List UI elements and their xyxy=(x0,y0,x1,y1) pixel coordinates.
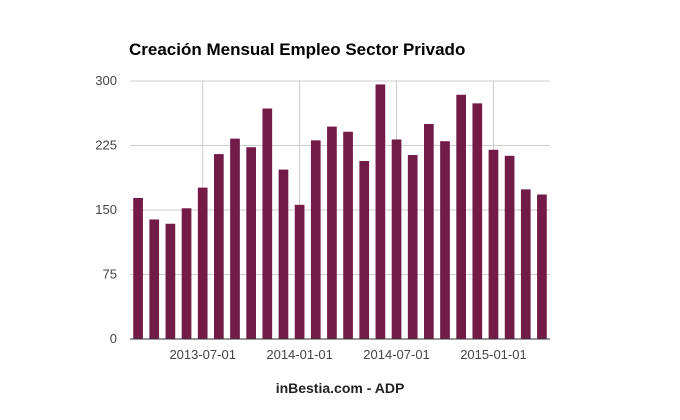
bar-2014-11 xyxy=(456,94,466,339)
bar-2015-02 xyxy=(504,155,515,339)
bar-2013-09 xyxy=(230,138,240,339)
bar-2014-08 xyxy=(407,154,418,339)
source-label: inBestia.com - ADP xyxy=(276,380,405,396)
bar-2013-10 xyxy=(246,147,256,339)
bar-2013-07 xyxy=(197,187,208,339)
bar-2014-09 xyxy=(424,124,434,339)
bars xyxy=(130,84,550,340)
chart-title: Creación Mensual Empleo Sector Privado xyxy=(129,40,465,59)
bar-2015-03 xyxy=(520,189,531,339)
bar-2013-03 xyxy=(133,197,143,339)
x-tick-label: 2014-01-01 xyxy=(266,347,333,362)
bar-2014-12 xyxy=(472,103,483,339)
bar-2014-05 xyxy=(359,160,370,339)
grid xyxy=(130,80,550,340)
bar-2015-04 xyxy=(537,194,547,339)
bar-2014-03 xyxy=(327,126,337,339)
y-tick-label: 300 xyxy=(95,73,117,88)
bar-2014-06 xyxy=(375,84,386,339)
x-tick-label: 2013-07-01 xyxy=(169,347,236,362)
y-tick-label: 0 xyxy=(110,331,117,346)
bar-2013-11 xyxy=(262,108,273,340)
bar-2013-05 xyxy=(165,223,176,339)
bar-2014-04 xyxy=(343,131,353,339)
bar-2014-07 xyxy=(391,139,402,339)
bar-2015-01 xyxy=(488,149,499,339)
y-tick-label: 75 xyxy=(103,267,117,282)
x-tick-label: 2014-07-01 xyxy=(363,347,430,362)
y-tick-label: 225 xyxy=(95,138,117,153)
y-tick-label: 150 xyxy=(95,202,117,217)
bar-2013-08 xyxy=(214,154,224,339)
x-axis: 2013-07-01 2014-01-01 2014-07-01 2015-01-01 xyxy=(169,347,526,362)
bar-2014-01 xyxy=(294,204,305,339)
bar-2014-02 xyxy=(310,140,321,339)
bar-2013-04 xyxy=(149,219,160,339)
bar-2014-10 xyxy=(440,141,450,339)
x-tick-label: 2015-01-01 xyxy=(460,347,527,362)
bar-2013-06 xyxy=(181,208,192,339)
y-axis: 0 75 150 225 300 xyxy=(95,73,117,346)
bar-2013-12 xyxy=(278,169,289,339)
